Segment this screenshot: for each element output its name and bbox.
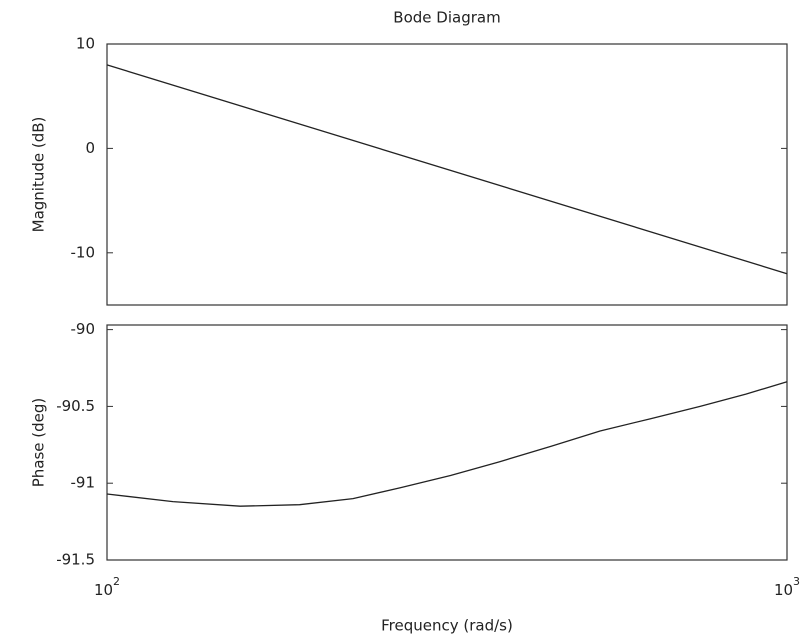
x-tick-base: 10 — [94, 581, 113, 599]
x-tick-label: 103 — [774, 575, 800, 599]
data-line — [107, 65, 787, 274]
y-axis-label: Phase (deg) — [30, 398, 48, 488]
y-tick-label: -91.5 — [56, 551, 95, 569]
x-tick-base: 10 — [774, 581, 793, 599]
x-tick-exponent: 2 — [113, 575, 120, 588]
y-tick-label: -90.5 — [56, 397, 95, 415]
data-line — [107, 382, 787, 506]
chart-title: Bode Diagram — [393, 9, 500, 27]
x-tick-label: 102 — [94, 575, 120, 599]
chart: Bode Diagram Magnitude (dB) -10 0 10 Phase (d… — [0, 0, 802, 640]
y-tick-label: -90 — [71, 320, 96, 338]
y-tick-label: -91 — [71, 474, 96, 492]
y-tick-label: 10 — [76, 35, 95, 53]
y-axis-label: Magnitude (dB) — [30, 117, 48, 233]
x-tick-exponent: 3 — [793, 575, 800, 588]
x-axis-label: Frequency (rad/s) — [381, 617, 513, 635]
y-tick-label: 0 — [85, 139, 95, 157]
plot-frame — [107, 325, 787, 560]
y-tick-label: -10 — [71, 243, 96, 261]
plot-frame — [107, 44, 787, 305]
